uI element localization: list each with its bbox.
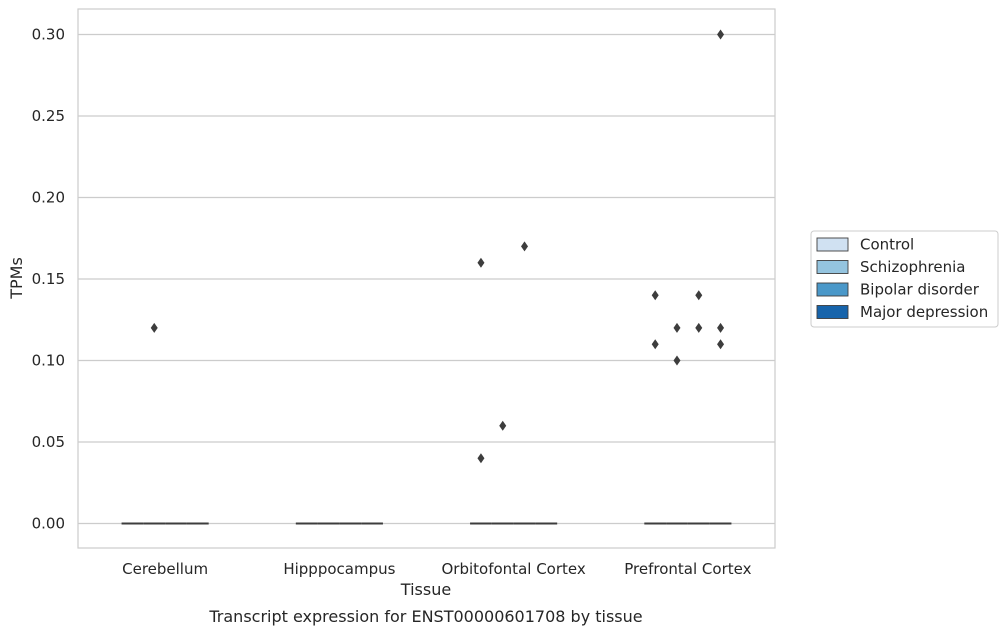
outlier-point	[150, 322, 158, 333]
outlier-point	[717, 29, 725, 40]
outlier-point	[695, 290, 703, 301]
y-tick-labels: 0.00 0.05 0.10 0.15 0.20 0.25 0.30	[32, 26, 65, 533]
y-tick-label: 0.15	[32, 270, 65, 288]
outlier-point	[695, 322, 703, 333]
gridlines	[78, 33, 775, 525]
y-tick-label: 0.05	[32, 433, 65, 451]
outlier-point	[477, 257, 485, 268]
y-axis-label: TPMs	[7, 257, 26, 300]
chart-caption: Transcript expression for ENST0000060170…	[208, 607, 642, 626]
legend-label: Control	[860, 236, 914, 254]
x-tick-label: Cerebellum	[122, 560, 208, 578]
legend-swatch	[816, 260, 849, 274]
y-tick-label: 0.10	[32, 352, 65, 370]
x-tick-labels: Cerebellum Hipppocampus Orbitofontal Corte…	[122, 560, 751, 578]
legend-label: Major depression	[860, 303, 988, 321]
legend: Control Schizophrenia Bipolar disorder Majo…	[810, 230, 999, 328]
x-tick-label: Prefrontal Cortex	[624, 560, 751, 578]
y-tick-label: 0.00	[32, 515, 65, 533]
legend-swatch	[816, 305, 849, 319]
legend-label: Schizophrenia	[860, 258, 965, 276]
outlier-point	[717, 322, 725, 333]
x-tick-label: Orbitofontal Cortex	[442, 560, 586, 578]
outlier-point	[673, 322, 681, 333]
y-tick-label: 0.30	[32, 26, 65, 44]
outlier-point	[499, 420, 507, 431]
outliers	[150, 29, 725, 464]
legend-frame	[810, 230, 999, 328]
outlier-point	[651, 290, 659, 301]
y-tick-label: 0.20	[32, 189, 65, 207]
legend-swatch	[816, 282, 849, 297]
outlier-point	[673, 355, 681, 366]
legend-label: Bipolar disorder	[860, 281, 980, 299]
y-tick-label: 0.25	[32, 107, 65, 125]
outlier-point	[477, 453, 485, 464]
outlier-point	[717, 339, 725, 350]
x-axis-label: Tissue	[400, 580, 451, 599]
legend-swatch	[816, 237, 849, 252]
outlier-point	[521, 241, 529, 252]
x-tick-label: Hipppocampus	[283, 560, 395, 578]
plot-frame	[77, 8, 776, 549]
outlier-point	[651, 339, 659, 350]
